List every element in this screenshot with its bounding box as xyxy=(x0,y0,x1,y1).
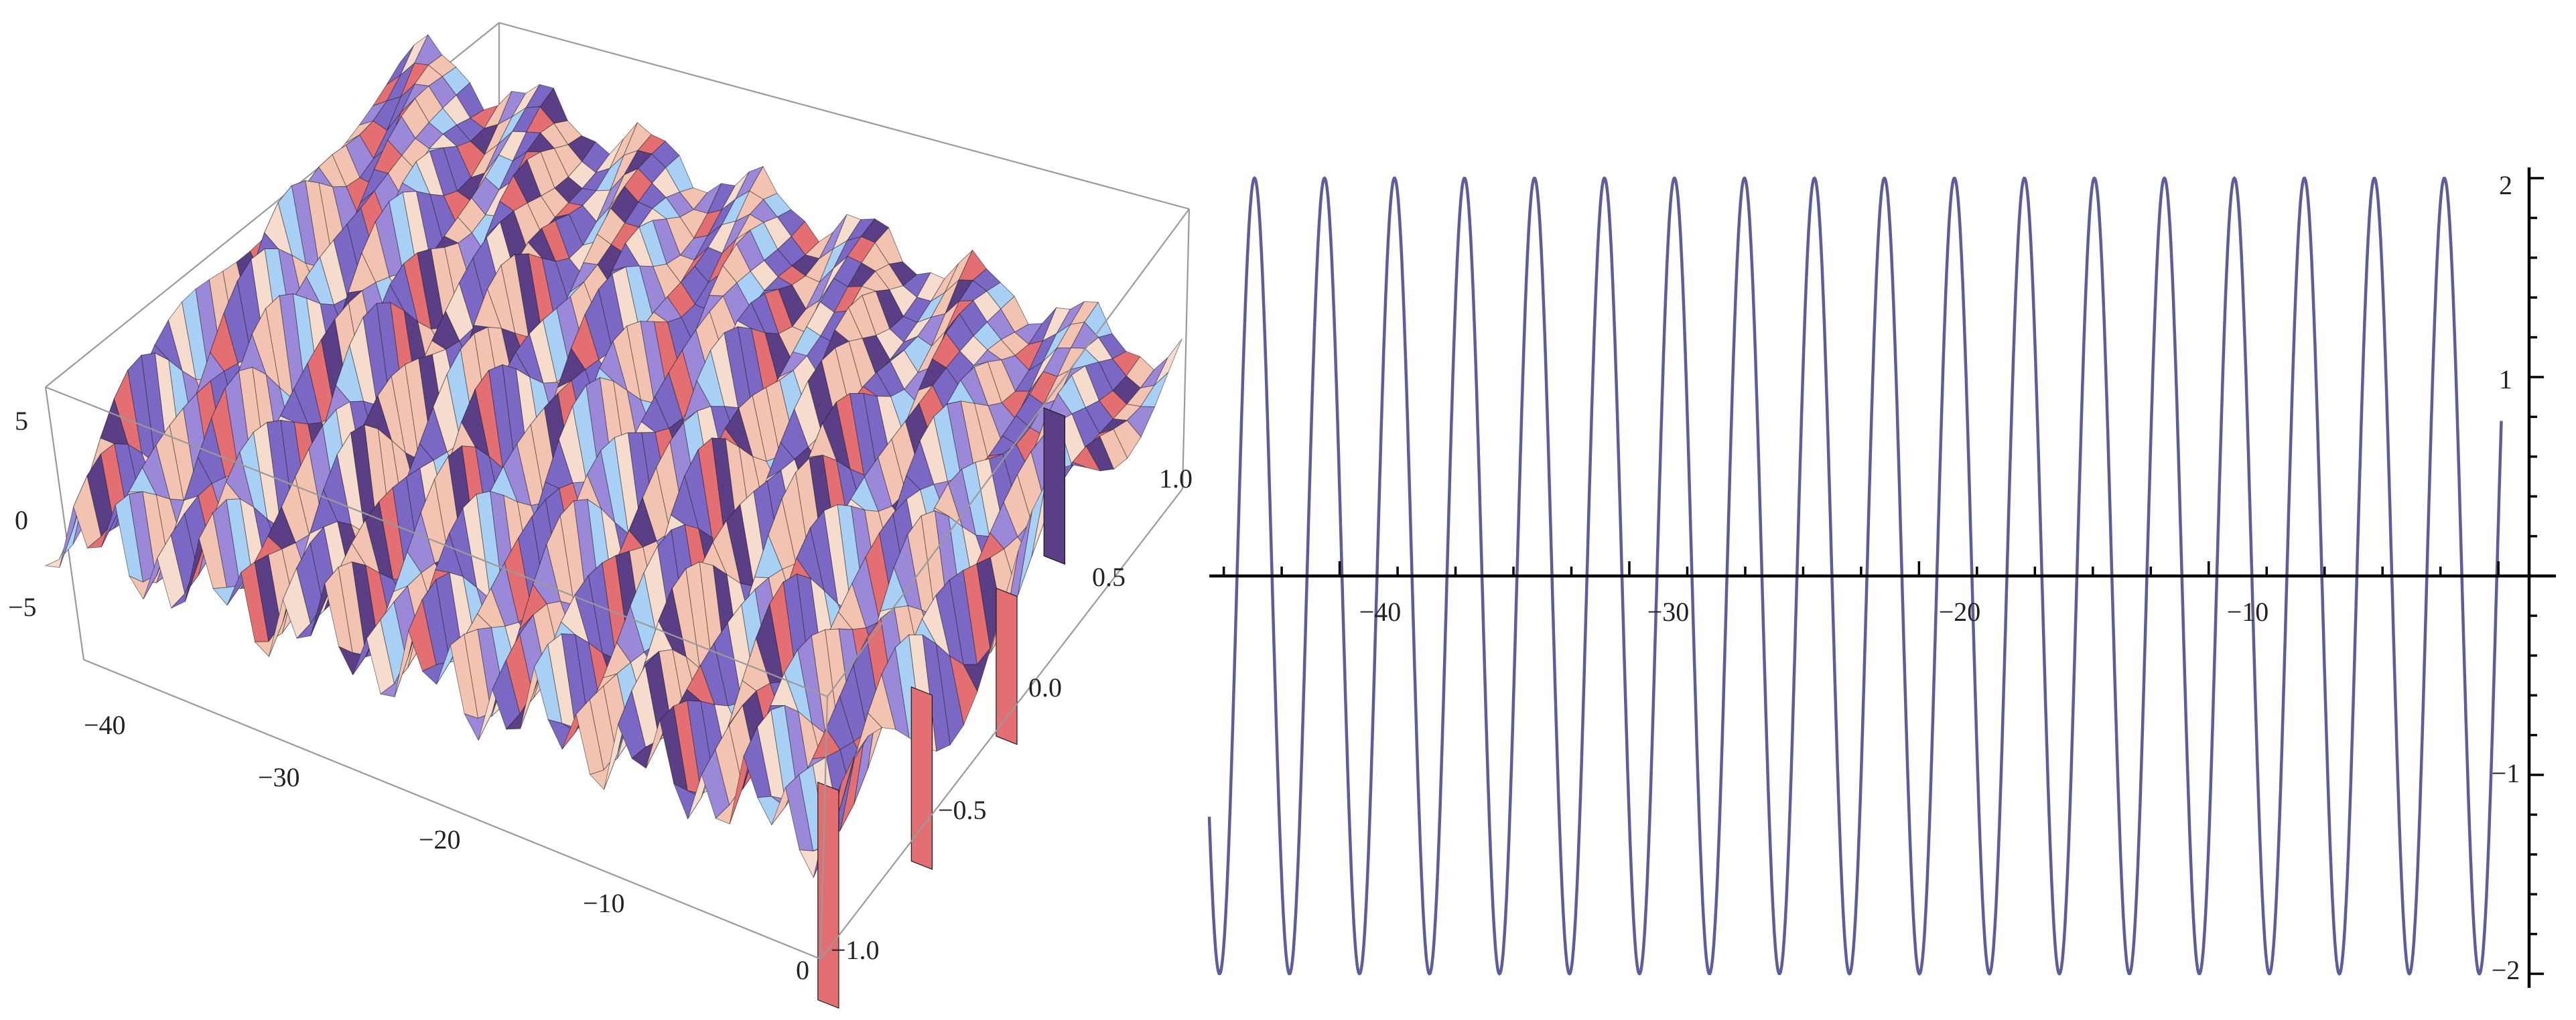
y-tick-label: −0.5 xyxy=(938,795,987,825)
y-axis-ticks: −1.0 −0.5 0.0 0.5 1.0 xyxy=(831,463,1193,965)
x-axis-ticks: −40 −30 −20 −10 0 xyxy=(84,710,809,985)
surface-plot: −40 −30 −20 −10 0 −1.0 −0.5 0.0 0.5 1.0 … xyxy=(8,21,1193,1009)
surface-spike xyxy=(996,587,1018,745)
x-axis-labels: −40 −30 −20 −10 xyxy=(1359,597,2269,627)
x-tick-label: −40 xyxy=(1359,597,1402,627)
y-axis-labels: 2 1 −1 −2 xyxy=(2492,170,2520,985)
line-plot: −40 −30 −20 −10 2 1 −1 −2 xyxy=(1207,167,2556,988)
bounding-box-front xyxy=(45,208,1190,960)
y-tick-label: 1.0 xyxy=(1159,463,1193,494)
x-tick-label: −30 xyxy=(1647,597,1690,627)
surface-spike xyxy=(910,686,933,870)
surface-spike xyxy=(817,782,839,1009)
surface-spike xyxy=(1043,407,1066,565)
x-axis-ticks xyxy=(1222,561,2500,576)
sine-series-line xyxy=(1207,176,2503,976)
series-line-group xyxy=(1207,176,2503,976)
x-tick-label: −10 xyxy=(583,888,625,918)
y-tick-label: −1 xyxy=(2492,758,2520,788)
y-tick-label: −1.0 xyxy=(831,935,880,965)
z-axis-ticks: −5 0 5 xyxy=(8,406,37,622)
y-axis-ticks xyxy=(2529,177,2544,975)
z-tick-label: 5 xyxy=(15,406,28,436)
surface-spikes xyxy=(817,407,1066,1009)
y-tick-label: 1 xyxy=(2499,364,2512,394)
y-tick-label: 0.5 xyxy=(1092,562,1126,592)
surface-cell xyxy=(1154,338,1182,386)
z-tick-label: 0 xyxy=(15,505,28,535)
x-tick-label: −10 xyxy=(2227,597,2269,627)
x-tick-label: −40 xyxy=(84,710,126,740)
y-tick-label: 0.0 xyxy=(1028,672,1062,703)
y-tick-label: −2 xyxy=(2492,955,2520,985)
x-tick-label: −20 xyxy=(419,824,461,855)
y-tick-label: 2 xyxy=(2499,170,2512,200)
x-tick-label: −30 xyxy=(258,762,300,792)
z-tick-label: −5 xyxy=(8,592,37,622)
x-tick-label: 0 xyxy=(796,955,809,985)
x-tick-label: −20 xyxy=(1939,597,1981,627)
